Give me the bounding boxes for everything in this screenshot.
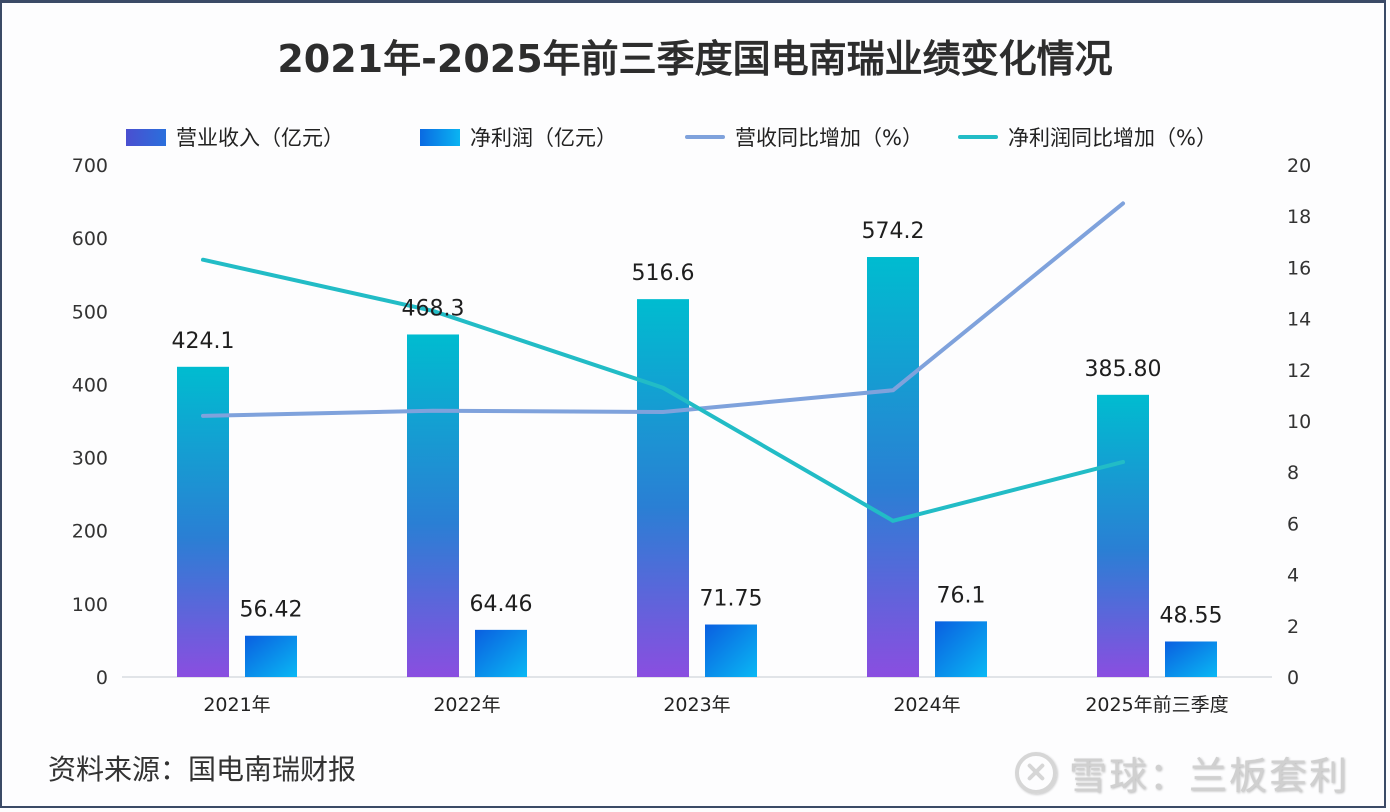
legend-item-profit-yoy: 净利润同比增加（%） [958,122,1217,152]
data-label-revenue: 516.6 [632,261,695,286]
y-left-tick-label: 500 [72,301,108,323]
watermark-text: 雪球：兰板套利 [1069,754,1350,798]
axes-group: 0100200300400500600700024681012141618202… [72,155,1311,716]
x-tick-label: 2025年前三季度 [1085,694,1228,716]
y-right-tick-label: 8 [1287,462,1299,484]
xueqiu-logo-icon [1015,751,1057,794]
data-label-revenue: 424.1 [172,329,235,354]
bar-profit [705,624,757,677]
y-left-tick-label: 0 [96,667,108,689]
y-right-tick-label: 4 [1287,565,1299,587]
legend-item-revenue: 营业收入（亿元） [126,122,344,152]
y-left-tick-label: 200 [72,521,108,543]
bar-revenue [867,257,919,677]
y-right-tick-label: 12 [1287,360,1311,382]
data-label-profit: 64.46 [470,592,533,617]
y-right-tick-label: 16 [1287,257,1311,279]
data-label-revenue: 385.80 [1085,357,1162,382]
labels-group: 424.1 468.3 516.6 574.2 385.80 56.42 64.46 71.7… [172,219,1223,628]
y-left-tick-label: 700 [72,155,108,177]
y-right-tick-label: 20 [1287,155,1311,177]
y-right-tick-label: 14 [1287,309,1311,331]
legend-item-profit: 净利润（亿元） [420,122,617,152]
bar-profit [245,635,297,677]
watermark: 雪球：兰板套利 [1015,745,1349,800]
legend-label-revenue: 营业收入（亿元） [176,126,344,150]
legend-item-revenue-yoy: 营收同比增加（%） [685,122,923,152]
x-tick-label: 2024年 [893,694,960,716]
data-label-revenue: 574.2 [862,219,925,244]
legend-label-revenue-yoy: 营收同比增加（%） [735,126,923,150]
chart-title: 2021年-2025年前三季度国电南瑞业绩变化情况 [277,37,1113,81]
legend-swatch-revenue [126,128,166,146]
y-right-tick-label: 6 [1287,513,1299,535]
x-tick-label: 2022年 [433,694,500,716]
x-tick-label: 2023年 [663,694,730,716]
bar-revenue [637,299,689,677]
data-label-profit: 48.55 [1160,603,1223,628]
y-right-tick-label: 2 [1287,616,1299,638]
data-label-revenue: 468.3 [402,296,465,321]
data-label-profit: 76.1 [937,583,986,608]
y-right-tick-label: 10 [1287,411,1311,433]
legend-swatch-profit [420,128,460,146]
y-left-tick-label: 300 [72,448,108,470]
bar-profit [1165,641,1217,677]
y-left-tick-label: 100 [72,594,108,616]
bar-profit [935,621,987,677]
y-right-tick-label: 0 [1287,667,1299,689]
bar-profit [475,629,527,677]
bar-revenue [407,334,459,677]
data-label-profit: 56.42 [240,598,303,623]
bar-revenue [1097,394,1149,677]
bars-group [177,257,1217,677]
lines-group [201,201,1125,523]
chart-legend: 营业收入（亿元） 净利润（亿元） 营收同比增加（%） 净利润同比增加（%） [0,122,1390,152]
source-note: 资料来源：国电南瑞财报 [48,753,357,786]
y-right-tick-label: 18 [1287,206,1311,228]
legend-swatch-profit-yoy [958,135,998,139]
legend-label-profit: 净利润（亿元） [470,126,617,150]
legend-swatch-revenue-yoy [685,135,725,139]
y-left-tick-label: 400 [72,374,108,396]
data-label-profit: 71.75 [700,587,763,612]
x-tick-label: 2021年 [203,694,270,716]
bar-revenue [177,366,229,677]
legend-label-profit-yoy: 净利润同比增加（%） [1008,126,1217,150]
y-left-tick-label: 600 [72,228,108,250]
